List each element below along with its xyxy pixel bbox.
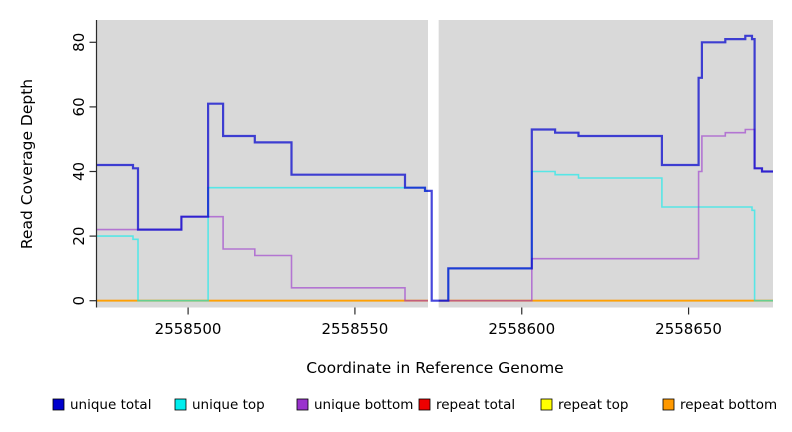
y-tick-label: 60 — [70, 97, 88, 116]
coverage-gap-mask — [427, 20, 439, 308]
x-tick-label: 2558600 — [488, 320, 555, 338]
legend-swatch-repeat-top — [540, 398, 553, 411]
x-tick-label: 2558550 — [322, 320, 389, 338]
series-unique-bottom-line — [97, 128, 773, 302]
y-tick-label: 0 — [70, 296, 88, 306]
y-axis: 0 20 40 60 80 — [70, 20, 98, 308]
legend-label-repeat-top: repeat top — [558, 397, 628, 413]
x-axis-label: Coordinate in Reference Genome — [306, 359, 563, 377]
legend: unique total unique top unique bottom repea… — [52, 397, 777, 413]
x-tick-label: 2558650 — [655, 320, 722, 338]
legend-swatch-unique-total — [52, 398, 65, 411]
legend-label-repeat-total: repeat total — [436, 397, 515, 413]
legend-swatch-unique-bottom — [296, 398, 309, 411]
series-unique-total-line — [97, 34, 773, 302]
legend-swatch-unique-top — [174, 398, 187, 411]
legend-label-repeat-bottom: repeat bottom — [680, 397, 777, 413]
legend-swatch-repeat-bottom — [662, 398, 675, 411]
y-tick-label: 20 — [70, 227, 88, 246]
chart-series — [97, 20, 773, 308]
x-tick-label: 2558500 — [155, 320, 222, 338]
x-axis: 2558500 2558550 2558600 2558650 — [155, 307, 722, 338]
legend-label-unique-bottom: unique bottom — [314, 397, 413, 413]
legend-swatch-repeat-total — [418, 398, 431, 411]
y-tick-label: 80 — [70, 33, 88, 52]
legend-label-unique-top: unique top — [192, 397, 265, 413]
legend-label-unique-total: unique total — [70, 397, 151, 413]
y-axis-label: Read Coverage Depth — [18, 79, 36, 249]
y-tick-label: 40 — [70, 162, 88, 181]
